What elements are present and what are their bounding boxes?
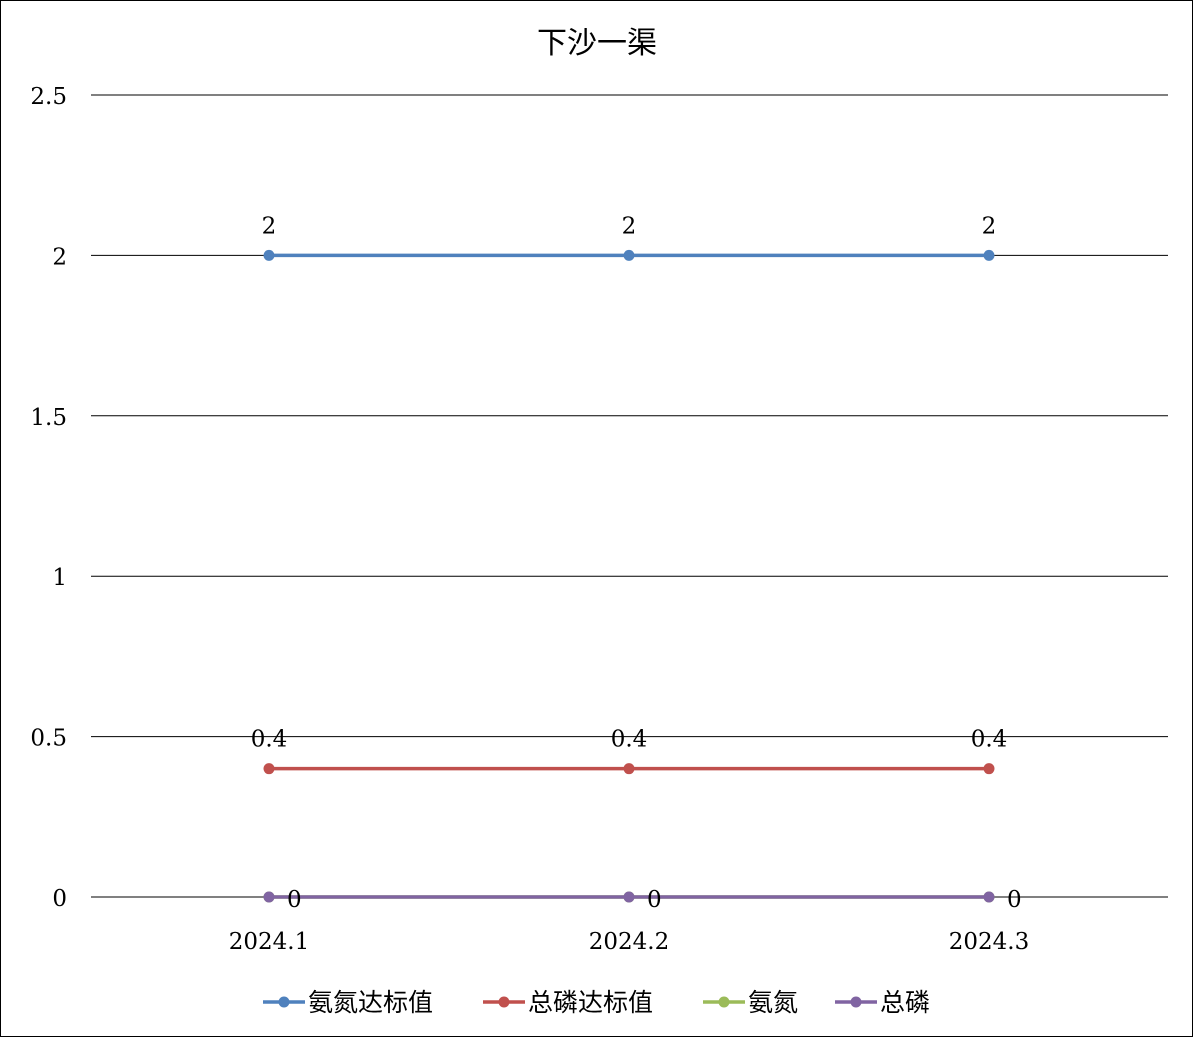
legend-swatch-marker [718, 996, 730, 1008]
data-point [983, 763, 995, 775]
data-point [263, 891, 275, 903]
legend-label: 氨氮 [748, 988, 798, 1017]
data-point [983, 891, 995, 903]
data-point [623, 249, 635, 261]
y-axis-tick-labels: 0 0.5 1 1.5 2 2.5 [30, 84, 67, 912]
data-point [623, 891, 635, 903]
data-point [623, 763, 635, 775]
legend-item: 氨氮达标值 [263, 988, 433, 1017]
x-tick-label: 2024.1 [229, 929, 309, 955]
series-2 [263, 763, 995, 775]
legend-label: 总磷达标值 [528, 988, 653, 1017]
data-point [263, 249, 275, 261]
series-4 [263, 891, 995, 903]
y-tick-label: 1.5 [30, 405, 67, 431]
y-tick-label: 0 [52, 886, 67, 912]
data-label: 0.4 [971, 727, 1008, 753]
data-label: 2 [982, 213, 997, 239]
y-tick-label: 0.5 [30, 726, 67, 752]
legend-item: 总磷 [835, 988, 930, 1017]
data-label: 2 [622, 213, 637, 239]
x-tick-label: 2024.3 [949, 929, 1029, 955]
data-point [263, 763, 275, 775]
data-label: 2 [262, 213, 277, 239]
legend-swatch-marker [498, 996, 510, 1008]
series-lines [263, 249, 995, 903]
data-label: 0 [647, 887, 662, 913]
legend: 氨氮达标值 总磷达标值 氨氮 总磷 [263, 988, 930, 1017]
data-label: 0 [287, 887, 302, 913]
legend-label: 氨氮达标值 [308, 988, 433, 1017]
legend-item: 氨氮 [703, 988, 798, 1017]
data-label: 0 [1007, 887, 1022, 913]
y-tick-label: 2 [52, 244, 67, 270]
legend-swatch-marker [278, 996, 290, 1008]
x-tick-label: 2024.2 [589, 929, 669, 955]
legend-label: 总磷 [880, 988, 930, 1017]
chart-title: 下沙一渠 [537, 26, 657, 61]
data-label: 0.4 [611, 727, 648, 753]
legend-item: 总磷达标值 [483, 988, 653, 1017]
y-tick-label: 1 [52, 565, 67, 591]
x-axis-tick-labels: 2024.1 2024.2 2024.3 [229, 929, 1029, 955]
data-point [983, 249, 995, 261]
data-label: 0.4 [251, 727, 288, 753]
legend-swatch-marker [850, 996, 862, 1008]
series-1 [263, 249, 995, 261]
data-labels: 2 2 2 0.4 0.4 0.4 0 0 0 [251, 213, 1022, 913]
y-tick-label: 2.5 [30, 84, 67, 110]
